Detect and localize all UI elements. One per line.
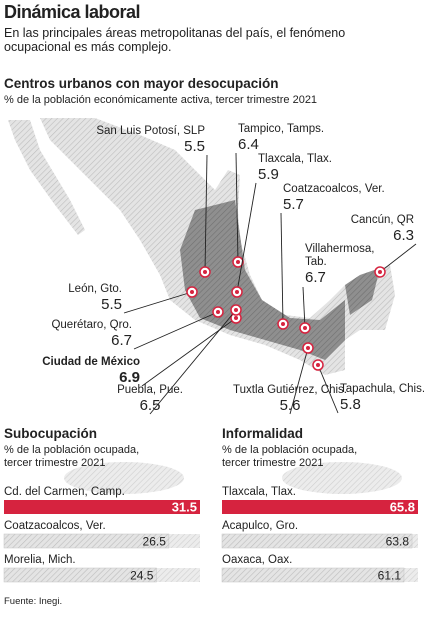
bar-category: Morelia, Mich. [4, 554, 76, 566]
city-value: 6.4 [238, 136, 259, 154]
leader-line [302, 286, 306, 329]
chart-title: Subocupación [4, 426, 98, 441]
city-label: Tampico, Tamps. 6.4 [238, 123, 324, 153]
bar-value: 61.1 [378, 569, 402, 583]
city-label: Puebla, Pue. 6.5 [117, 384, 183, 414]
bar [3, 567, 157, 583]
city-value: 6.5 [139, 397, 161, 415]
city-value: 5.9 [258, 166, 279, 184]
bar-category: Coatzacoalcos, Ver. [4, 520, 106, 532]
leader-line [317, 364, 339, 414]
title: Dinámica laboral [4, 2, 141, 22]
bar [3, 533, 170, 549]
city-label: Cancún, QR 6.3 [351, 214, 414, 244]
leader-line [235, 152, 239, 263]
bar-category: Acapulco, Gro. [222, 520, 299, 532]
city-name: Puebla, Pue. [117, 384, 183, 396]
subtitle: En las principales áreas metropolitanas … [4, 26, 346, 55]
city-label: Tlaxcala, Tlax. 5.9 [258, 153, 332, 183]
leader-line [289, 347, 309, 415]
bar-value: 26.5 [143, 535, 167, 549]
leader-line [280, 212, 284, 325]
leader-line [149, 309, 237, 415]
city-value: 5.5 [101, 296, 122, 314]
city-name: Villahermosa, Tab. [305, 243, 375, 269]
city-name: Tuxtla Gutiérrez, Chis. [233, 384, 347, 396]
city-marker-dot [378, 270, 382, 274]
city-marker-dot [306, 346, 310, 350]
city-name: León, Gto. [68, 283, 122, 295]
bar-value: 31.5 [172, 500, 197, 515]
leader-line [133, 311, 219, 350]
city-name: Querétaro, Qro. [51, 319, 132, 331]
city-name: Coatzacoalcos, Ver. [283, 183, 385, 195]
city-value: 6.7 [111, 332, 132, 350]
city-marker-dot [234, 316, 238, 320]
city-value: 5.5 [184, 138, 205, 156]
chart-subtitle: % de la población ocupada, tercer trimes… [4, 444, 140, 469]
bar-category: Oaxaca, Oax. [222, 554, 293, 566]
chart-title: Informalidad [222, 426, 304, 441]
city-name: Ciudad de México [42, 356, 140, 368]
city-marker-dot [216, 310, 220, 314]
bar-value: 24.5 [130, 569, 154, 583]
city-value: 6.7 [305, 269, 326, 287]
city-marker-dot [234, 308, 238, 312]
bar-value: 63.8 [386, 535, 410, 549]
city-name: Tampico, Tamps. [238, 123, 325, 135]
city-marker-dot [303, 326, 307, 330]
city-name: San Luis Potosí, SLP [96, 125, 205, 137]
leader-line [236, 182, 257, 293]
leader-line [379, 243, 417, 273]
city-value: 5.6 [279, 397, 301, 415]
bar-value: 65.8 [390, 500, 415, 515]
city-label: Tuxtla Gutiérrez, Chis. 5.6 [233, 384, 347, 414]
city-name: Tlaxcala, Tlax. [258, 153, 332, 165]
city-marker-dot [190, 290, 194, 294]
map-region [180, 200, 345, 360]
city-marker-dot [281, 322, 285, 326]
city-label: Querétaro, Qro. 6.7 [51, 319, 132, 349]
city-marker-dot [236, 260, 240, 264]
bar-category: Tlaxcala, Tlax. [222, 486, 296, 498]
leader-line [141, 317, 237, 387]
city-marker-dot [203, 270, 207, 274]
leader-line [123, 291, 193, 314]
bar [4, 500, 200, 514]
city-marker-dot [316, 363, 320, 367]
map-title: Centros urbanos con mayor desocupación [4, 76, 279, 91]
city-label: Coatzacoalcos, Ver. 5.7 [283, 183, 385, 213]
bar-category: Cd. del Carmen, Camp. [4, 486, 125, 498]
city-value: 5.8 [340, 396, 361, 414]
city-label: Tapachula, Chis. 5.8 [340, 383, 424, 413]
city-name: Cancún, QR [350, 214, 414, 226]
map-baja [8, 120, 85, 235]
city-label: Ciudad de México 6.9 [42, 356, 140, 386]
bar [222, 500, 418, 514]
bar [221, 567, 405, 583]
decor [64, 462, 184, 494]
map-subtitle: % de la población económicamente activa,… [4, 94, 318, 106]
chart-subtitle: % de la población ocupada, tercer trimes… [222, 444, 358, 469]
decor [282, 462, 402, 494]
city-label: Villahermosa, Tab. 6.7 [305, 243, 385, 287]
leader-line [204, 154, 208, 273]
city-label: León, Gto. 5.5 [68, 283, 122, 313]
city-value: 6.3 [393, 227, 414, 245]
city-name: Tapachula, Chis. [340, 383, 424, 395]
source: Fuente: Inegi. [4, 596, 63, 607]
city-marker-dot [235, 290, 239, 294]
city-label: San Luis Potosí, SLP 5.5 [96, 125, 205, 155]
city-value: 6.9 [119, 369, 140, 387]
map-region [345, 268, 380, 315]
bar [221, 533, 413, 549]
city-value: 5.7 [283, 196, 304, 214]
